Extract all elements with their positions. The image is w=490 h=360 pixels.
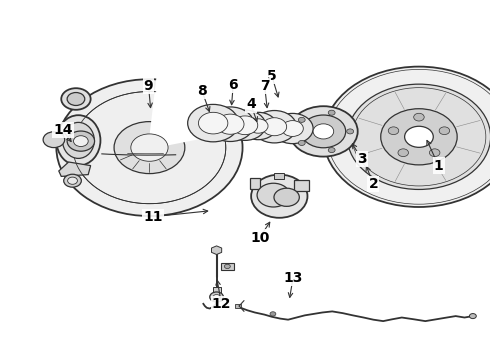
Circle shape [381, 109, 457, 165]
Text: 6: 6 [228, 78, 238, 91]
Circle shape [328, 148, 335, 153]
Text: 3: 3 [357, 152, 367, 166]
Text: 7: 7 [260, 79, 270, 93]
Circle shape [429, 149, 440, 157]
Circle shape [252, 111, 296, 143]
Circle shape [68, 177, 77, 184]
Circle shape [270, 312, 276, 316]
Circle shape [289, 106, 358, 157]
Circle shape [469, 314, 476, 319]
Text: 4: 4 [246, 98, 256, 111]
Circle shape [248, 119, 268, 133]
Polygon shape [59, 162, 91, 176]
Circle shape [188, 104, 239, 142]
Text: 14: 14 [53, 123, 73, 137]
Circle shape [298, 117, 305, 122]
Text: 12: 12 [212, 297, 231, 311]
Circle shape [272, 113, 313, 144]
Circle shape [347, 84, 490, 189]
Ellipse shape [274, 188, 299, 206]
Circle shape [388, 127, 399, 135]
Text: 5: 5 [267, 69, 277, 83]
Circle shape [323, 67, 490, 207]
Circle shape [313, 124, 334, 139]
Circle shape [207, 107, 254, 141]
Ellipse shape [62, 122, 94, 158]
Circle shape [67, 93, 85, 105]
Circle shape [213, 294, 220, 300]
Bar [274, 173, 284, 179]
Text: 11: 11 [143, 210, 163, 224]
Wedge shape [149, 78, 241, 148]
Circle shape [74, 136, 88, 147]
Polygon shape [294, 180, 309, 191]
Circle shape [114, 122, 185, 174]
Circle shape [64, 174, 81, 187]
Text: 1: 1 [434, 159, 443, 172]
Circle shape [217, 114, 244, 134]
Circle shape [131, 134, 168, 161]
Circle shape [210, 292, 223, 302]
Ellipse shape [251, 175, 308, 218]
Circle shape [414, 113, 424, 121]
Text: 2: 2 [368, 177, 378, 191]
Text: 9: 9 [144, 79, 153, 93]
Text: 8: 8 [197, 84, 207, 98]
Circle shape [67, 131, 95, 151]
Circle shape [61, 88, 91, 110]
Polygon shape [250, 178, 260, 189]
Circle shape [398, 149, 409, 157]
Circle shape [439, 127, 450, 135]
Circle shape [232, 116, 258, 135]
Bar [213, 287, 220, 293]
Circle shape [262, 118, 287, 136]
Circle shape [43, 132, 65, 148]
Circle shape [301, 115, 346, 148]
Circle shape [298, 140, 305, 145]
Circle shape [56, 79, 243, 216]
Circle shape [198, 112, 228, 134]
Circle shape [328, 110, 335, 115]
Circle shape [240, 112, 277, 140]
Bar [235, 304, 241, 308]
Bar [220, 263, 234, 270]
Ellipse shape [56, 115, 100, 166]
Circle shape [224, 110, 266, 140]
Ellipse shape [257, 183, 290, 207]
Circle shape [224, 264, 230, 269]
Circle shape [282, 121, 303, 136]
Text: 13: 13 [283, 271, 303, 285]
Circle shape [405, 126, 433, 147]
Text: 10: 10 [250, 231, 270, 244]
Circle shape [347, 129, 354, 134]
